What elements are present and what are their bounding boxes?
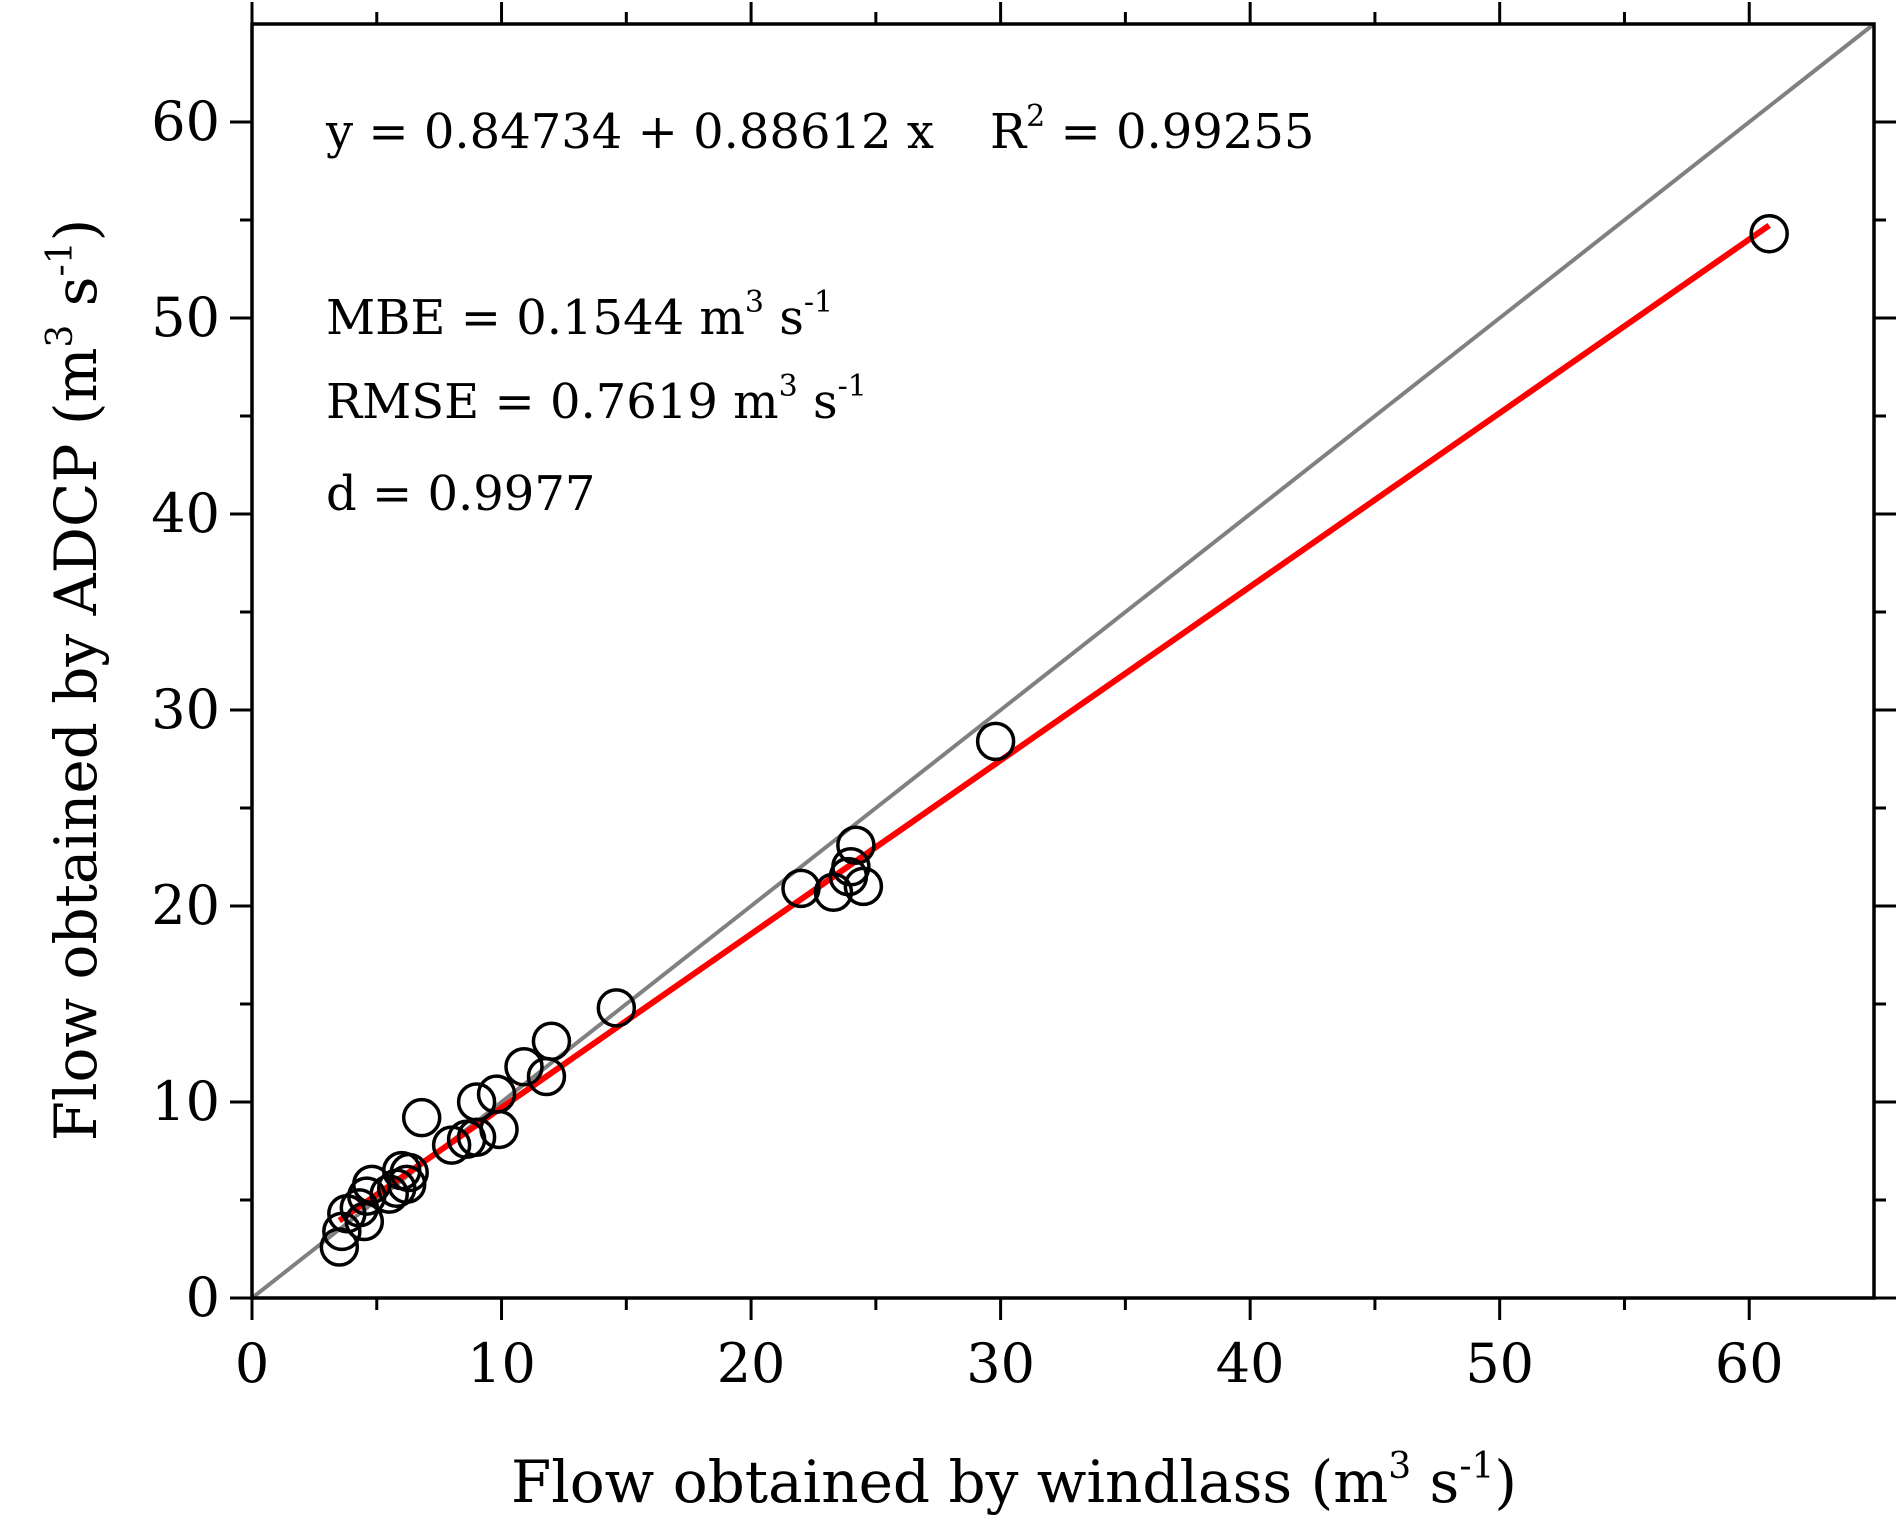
x-tick-label: 40	[1216, 1332, 1285, 1395]
data-point	[322, 1211, 362, 1252]
y-axis-title: Flow obtained by ADCP (m3 s-1)	[40, 219, 110, 1142]
x-tick-label: 60	[1715, 1332, 1784, 1395]
y-axis-title-text: Flow obtained by ADCP (m	[42, 348, 110, 1142]
regression-equation: y = 0.84734 + 0.88612 x	[325, 104, 934, 160]
data-point	[504, 1046, 544, 1087]
d-annotation: d = 0.9977	[326, 466, 595, 522]
data-point	[843, 866, 884, 907]
y-axis-unit-s: s	[42, 276, 110, 324]
rmse-sup3: 3	[779, 369, 798, 404]
data-point	[376, 1168, 417, 1208]
x-axis-unit-s: s	[1411, 1448, 1459, 1516]
y-tick-label: 50	[151, 286, 220, 349]
plot-frame	[250, 22, 1876, 1300]
y-tick-label: 10	[151, 1070, 220, 1133]
x-tick-label: 10	[467, 1332, 536, 1395]
x-axis-title-text: Flow obtained by windlass (m	[511, 1448, 1388, 1516]
y-tick-label: 60	[151, 90, 220, 153]
y-axis-unit-close: )	[42, 219, 110, 242]
r2-value: = 0.99255	[1045, 104, 1314, 160]
data-point	[401, 1097, 442, 1138]
y-axis-unit-supneg1: -1	[40, 241, 81, 276]
data-point	[781, 868, 821, 909]
regression-fit-line	[337, 222, 1771, 1224]
mbe-sup3: 3	[745, 285, 764, 320]
y-tick-label: 0	[186, 1266, 220, 1329]
rmse-supneg1: -1	[838, 369, 867, 404]
y-tick-label: 30	[151, 678, 220, 741]
y-axis-unit-sup3: 3	[40, 325, 81, 348]
points-layer	[319, 213, 1789, 1267]
ticks-layer: 0 10 20 30 40 50 60 0 10 20 30 40 50 60	[151, 2, 1896, 1395]
data-point	[319, 1227, 360, 1267]
data-point	[813, 872, 854, 913]
mbe-annotation: MBE = 0.1544 m3 s-1	[326, 285, 833, 346]
data-point	[975, 721, 1016, 762]
mbe-supneg1: -1	[804, 285, 833, 320]
x-axis-unit-supneg1: -1	[1459, 1446, 1494, 1487]
x-tick-label: 30	[966, 1332, 1035, 1395]
data-point	[596, 988, 637, 1028]
mbe-text: MBE = 0.1544 m	[326, 290, 745, 346]
rmse-text: RMSE = 0.7619 m	[326, 374, 779, 430]
data-point	[836, 825, 876, 865]
x-tick-label: 20	[717, 1332, 786, 1395]
regression-equation-annotation: y = 0.84734 + 0.88612 x R2 = 0.99255	[325, 99, 1314, 160]
r2-sup: 2	[1026, 99, 1045, 134]
data-point	[526, 1056, 567, 1097]
x-tick-label: 0	[235, 1332, 269, 1395]
x-axis-title: Flow obtained by windlass (m3 s-1)	[511, 1446, 1517, 1516]
x-axis-unit-close: )	[1494, 1448, 1517, 1516]
data-point	[456, 1082, 497, 1122]
y-tick-label: 40	[151, 482, 220, 545]
data-point	[431, 1125, 472, 1165]
x-tick-label: 50	[1465, 1332, 1534, 1395]
data-point	[1749, 213, 1789, 254]
rmse-annotation: RMSE = 0.7619 m3 s-1	[326, 369, 867, 430]
rmse-s: s	[798, 374, 838, 430]
mbe-s: s	[764, 290, 804, 346]
y-tick-label: 20	[151, 874, 220, 937]
x-axis-unit-sup3: 3	[1388, 1446, 1411, 1487]
r2-label: R	[990, 104, 1028, 160]
